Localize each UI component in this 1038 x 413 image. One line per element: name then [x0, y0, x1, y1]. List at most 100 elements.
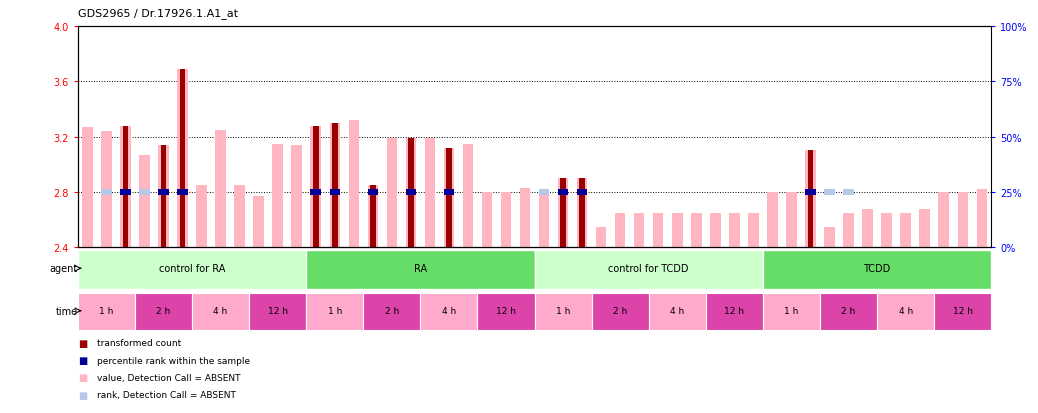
Bar: [363, 293, 420, 330]
Bar: [934, 293, 991, 330]
Bar: [310, 126, 321, 248]
Bar: [500, 192, 512, 248]
Bar: [82, 128, 92, 248]
Text: 2 h: 2 h: [613, 306, 627, 316]
Bar: [596, 227, 606, 248]
Bar: [577, 179, 588, 248]
Bar: [805, 151, 816, 248]
Bar: [420, 293, 477, 330]
Bar: [101, 132, 112, 248]
Bar: [477, 293, 535, 330]
Bar: [177, 70, 188, 248]
Bar: [386, 139, 398, 248]
Text: 4 h: 4 h: [671, 306, 684, 316]
Bar: [139, 190, 149, 196]
Text: 1 h: 1 h: [785, 306, 798, 316]
Bar: [672, 213, 683, 248]
Bar: [78, 250, 306, 289]
Bar: [786, 192, 797, 248]
Text: 2 h: 2 h: [385, 306, 399, 316]
Bar: [120, 190, 131, 196]
Text: 12 h: 12 h: [268, 306, 288, 316]
Bar: [406, 190, 416, 196]
Text: 2 h: 2 h: [842, 306, 855, 316]
Bar: [957, 192, 968, 248]
Bar: [135, 293, 192, 330]
Bar: [349, 121, 359, 248]
Bar: [579, 179, 585, 248]
Bar: [843, 213, 854, 248]
Text: control for RA: control for RA: [159, 263, 225, 273]
Bar: [192, 293, 249, 330]
Text: time: time: [56, 306, 78, 316]
Text: 2 h: 2 h: [157, 306, 170, 316]
Text: ■: ■: [78, 373, 87, 382]
Bar: [249, 293, 306, 330]
Bar: [370, 186, 376, 248]
Text: 12 h: 12 h: [953, 306, 973, 316]
Bar: [824, 227, 835, 248]
Bar: [824, 190, 835, 196]
Bar: [748, 213, 759, 248]
Bar: [425, 139, 435, 248]
Text: value, Detection Call = ABSENT: value, Detection Call = ABSENT: [97, 373, 240, 382]
Text: rank, Detection Call = ABSENT: rank, Detection Call = ABSENT: [97, 390, 236, 399]
Bar: [577, 190, 588, 196]
Bar: [367, 190, 378, 196]
Bar: [592, 293, 649, 330]
Bar: [292, 146, 302, 248]
Bar: [272, 144, 283, 248]
Text: 1 h: 1 h: [328, 306, 342, 316]
Text: ■: ■: [78, 355, 87, 365]
Bar: [763, 250, 991, 289]
Bar: [161, 146, 166, 248]
Bar: [520, 188, 530, 248]
Bar: [312, 126, 319, 248]
Text: 12 h: 12 h: [496, 306, 516, 316]
Text: GDS2965 / Dr.17926.1.A1_at: GDS2965 / Dr.17926.1.A1_at: [78, 8, 238, 19]
Text: ■: ■: [78, 338, 87, 348]
Bar: [196, 186, 207, 248]
Bar: [139, 155, 149, 248]
Text: 1 h: 1 h: [556, 306, 570, 316]
Bar: [767, 192, 777, 248]
Bar: [539, 190, 549, 196]
Bar: [122, 126, 129, 248]
Bar: [482, 192, 492, 248]
Bar: [215, 131, 226, 248]
Bar: [329, 190, 340, 196]
Bar: [310, 190, 321, 196]
Bar: [653, 213, 663, 248]
Bar: [535, 250, 763, 289]
Bar: [406, 139, 416, 248]
Bar: [78, 293, 135, 330]
Bar: [443, 148, 455, 248]
Bar: [614, 213, 626, 248]
Bar: [820, 293, 877, 330]
Bar: [977, 190, 987, 248]
Bar: [706, 293, 763, 330]
Bar: [920, 209, 930, 248]
Bar: [120, 126, 131, 248]
Bar: [710, 213, 720, 248]
Text: ■: ■: [78, 390, 87, 400]
Bar: [253, 197, 264, 248]
Bar: [446, 148, 452, 248]
Text: TCDD: TCDD: [864, 263, 891, 273]
Bar: [158, 190, 169, 196]
Bar: [900, 213, 911, 248]
Bar: [539, 192, 549, 248]
Bar: [557, 179, 569, 248]
Bar: [535, 293, 592, 330]
Text: 4 h: 4 h: [214, 306, 227, 316]
Text: percentile rank within the sample: percentile rank within the sample: [97, 356, 250, 365]
Bar: [408, 139, 414, 248]
Bar: [158, 146, 169, 248]
Bar: [863, 209, 873, 248]
Text: 1 h: 1 h: [100, 306, 113, 316]
Bar: [938, 192, 949, 248]
Text: 4 h: 4 h: [442, 306, 456, 316]
Text: control for TCDD: control for TCDD: [608, 263, 689, 273]
Bar: [805, 190, 816, 196]
Bar: [557, 190, 569, 196]
